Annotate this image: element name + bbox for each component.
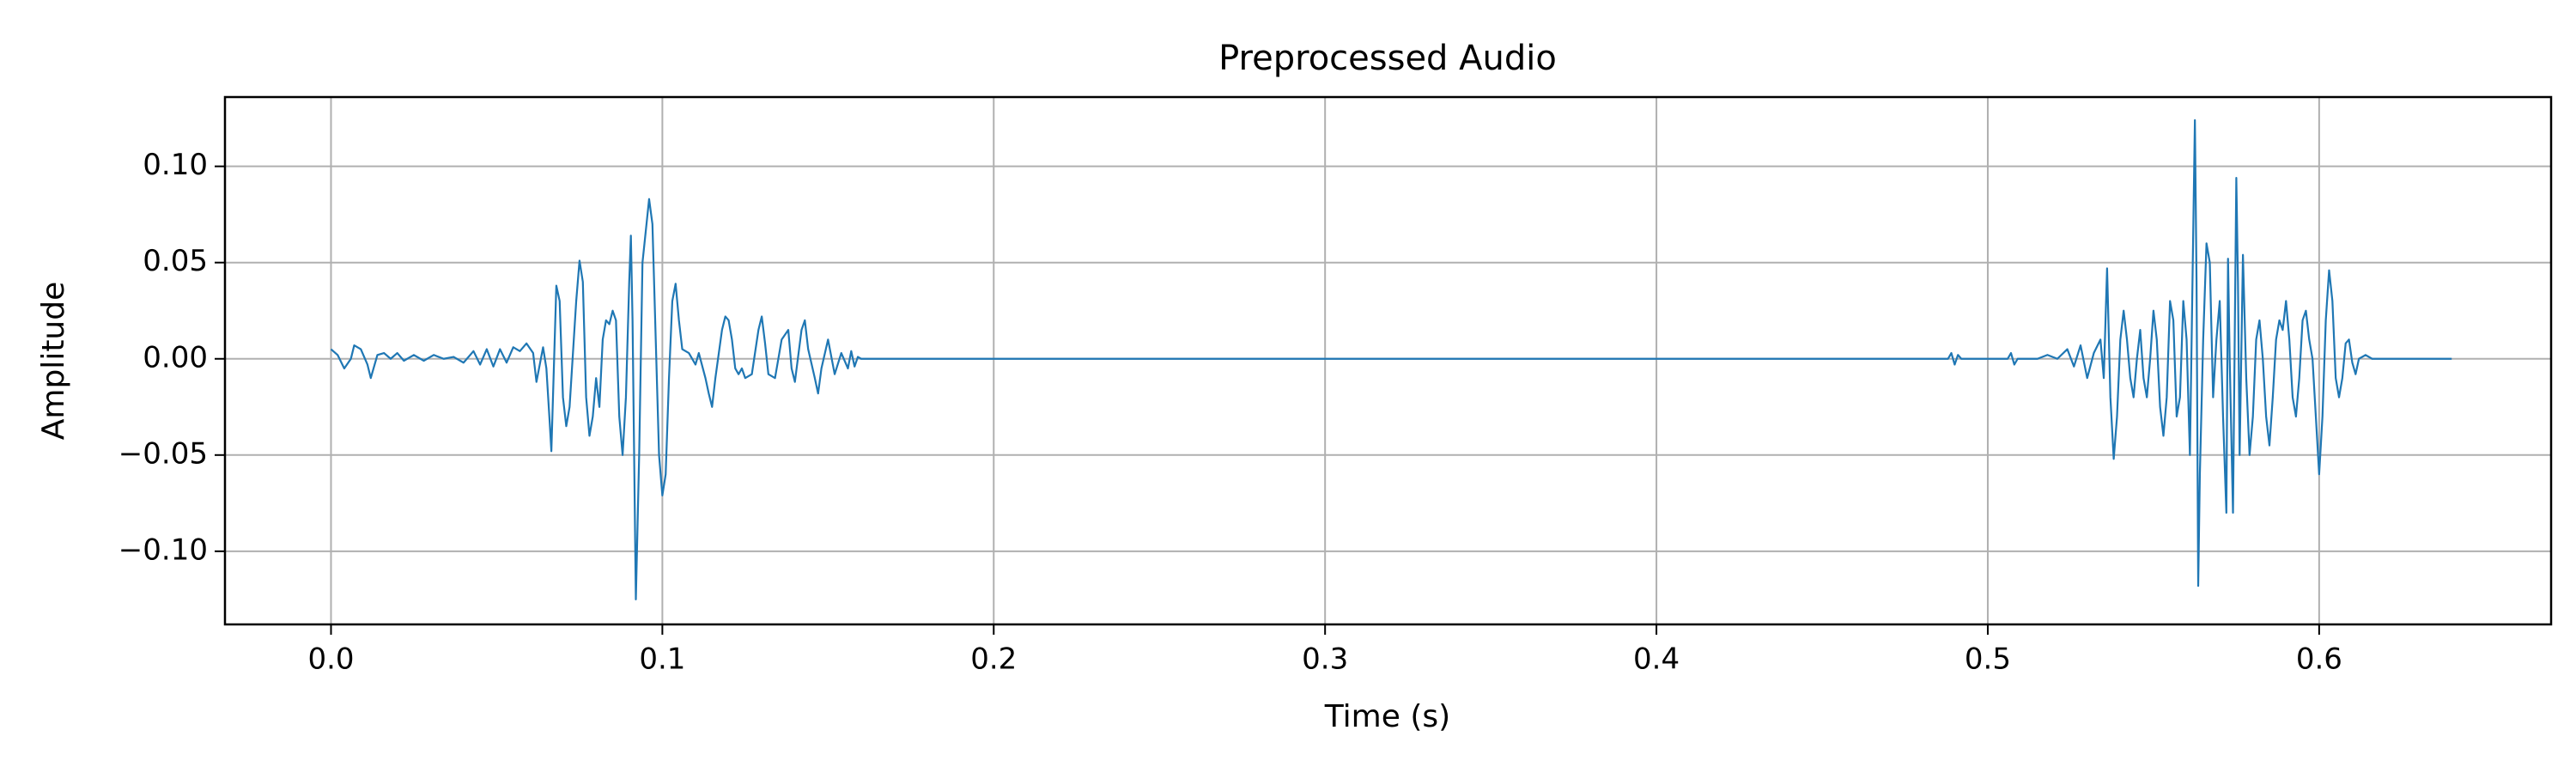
x-tick-label: 0.3 [1302,642,1348,677]
x-tick-label: 0.6 [2296,642,2342,677]
grid [225,97,2551,624]
x-tick-label: 0.2 [970,642,1017,677]
x-tick-label: 0.0 [307,642,354,677]
y-tick-label: 0.00 [143,340,208,374]
plot-area [330,119,2452,600]
y-tick-label: −0.10 [118,533,208,567]
y-axis-label: Amplitude [36,282,71,440]
chart-title: Preprocessed Audio [1218,39,1557,78]
x-axis-label: Time (s) [1324,699,1450,734]
x-tick-label: 0.4 [1633,642,1680,677]
y-tick-label: 0.05 [143,244,208,278]
x-tick-label: 0.5 [1965,642,2011,677]
x-tick-label: 0.1 [639,642,685,677]
y-tick-label: −0.05 [118,436,208,471]
axes-frame [223,95,2553,626]
waveform-line [330,119,2452,600]
ticks: 0.0 0.1 0.2 0.3 0.4 0.5 0.6 −0.10 −0.05 0.00 0.05 0… [118,148,2342,676]
y-tick-label: 0.10 [143,148,208,182]
